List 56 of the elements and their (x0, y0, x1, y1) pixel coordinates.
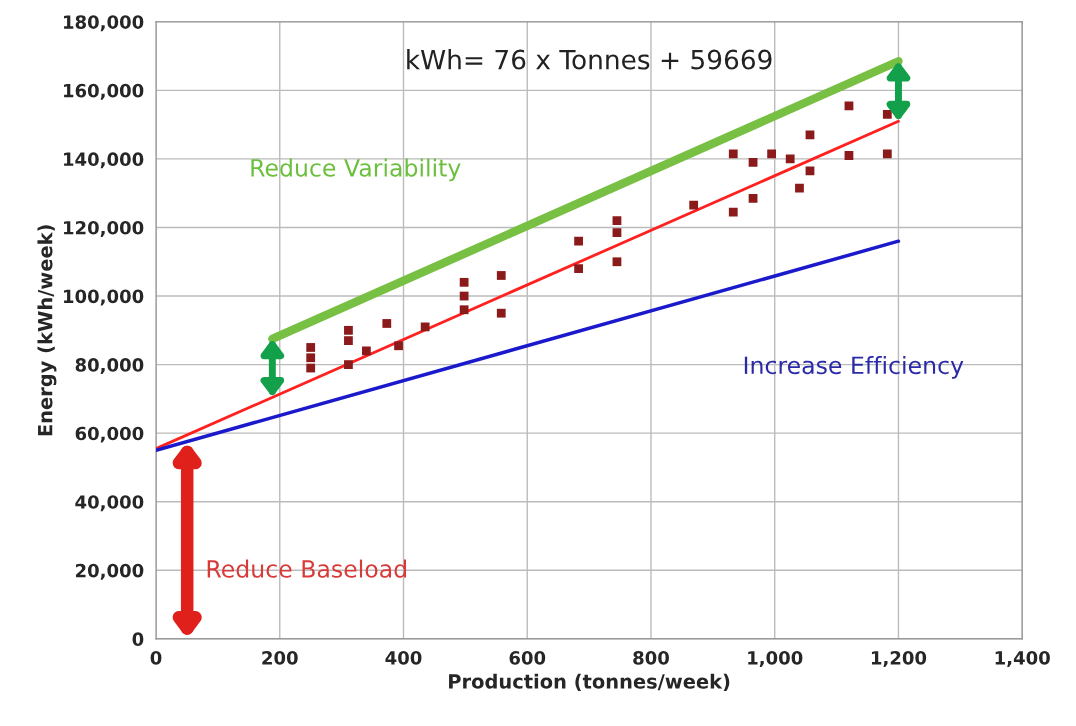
point (361, 346, 371, 356)
point (612, 228, 622, 238)
point (382, 319, 392, 328)
x-tick-label: 800 (633, 651, 669, 665)
point (574, 236, 583, 246)
annotation: kWh= 76 x Tonnes + 59669 (407, 49, 772, 70)
point (882, 149, 892, 159)
point (748, 157, 758, 167)
point (728, 207, 738, 217)
y-tick-label: 180,000 (64, 15, 144, 32)
point (459, 277, 469, 287)
y-tick-label: 160,000 (64, 83, 144, 100)
x-tick-label: 600 (509, 651, 546, 665)
point (420, 322, 430, 332)
point (394, 341, 403, 351)
annotation: Reduce Variability (251, 158, 461, 182)
y-tick-label: 120,000 (64, 220, 144, 237)
point (306, 343, 316, 352)
y-tick-label: 40,000 (75, 495, 144, 512)
point (574, 264, 583, 274)
point (882, 109, 892, 119)
point (344, 360, 353, 370)
y-tick-label: 0 (132, 632, 144, 646)
x-tick-label: 1,000 (748, 651, 803, 667)
point (612, 257, 622, 267)
x-tick-label: 1,400 (995, 651, 1050, 667)
y-tick-label: 60,000 (75, 426, 144, 443)
point (344, 325, 353, 335)
x-tick-label: 200 (262, 651, 298, 665)
point (459, 305, 469, 315)
point (844, 151, 854, 160)
point (728, 149, 738, 159)
point (612, 216, 622, 226)
point (844, 101, 854, 111)
point (496, 308, 506, 318)
point (306, 363, 316, 373)
point (748, 193, 758, 203)
x-tick-label: 1,200 (871, 651, 927, 667)
annotation: Increase Efficiency (744, 355, 964, 379)
point (459, 291, 469, 301)
y-axis-title: Energy (kWh/week) (37, 225, 57, 436)
point (767, 149, 777, 159)
y-tick-label: 140,000 (64, 152, 144, 169)
annotation: Reduce Baseload (207, 559, 407, 578)
point (785, 154, 795, 164)
x-axis-title: Production (tonnes/week) (449, 673, 730, 692)
point (689, 200, 699, 210)
x-tick-label: 0 (150, 651, 162, 665)
point (496, 271, 506, 280)
y-tick-label: 80,000 (75, 358, 144, 375)
y-tick-label: 20,000 (75, 563, 144, 580)
point (344, 336, 353, 346)
point (795, 183, 804, 193)
point (306, 353, 316, 363)
x-tick-label: 400 (385, 651, 422, 665)
y-tick-label: 100,000 (64, 289, 144, 306)
